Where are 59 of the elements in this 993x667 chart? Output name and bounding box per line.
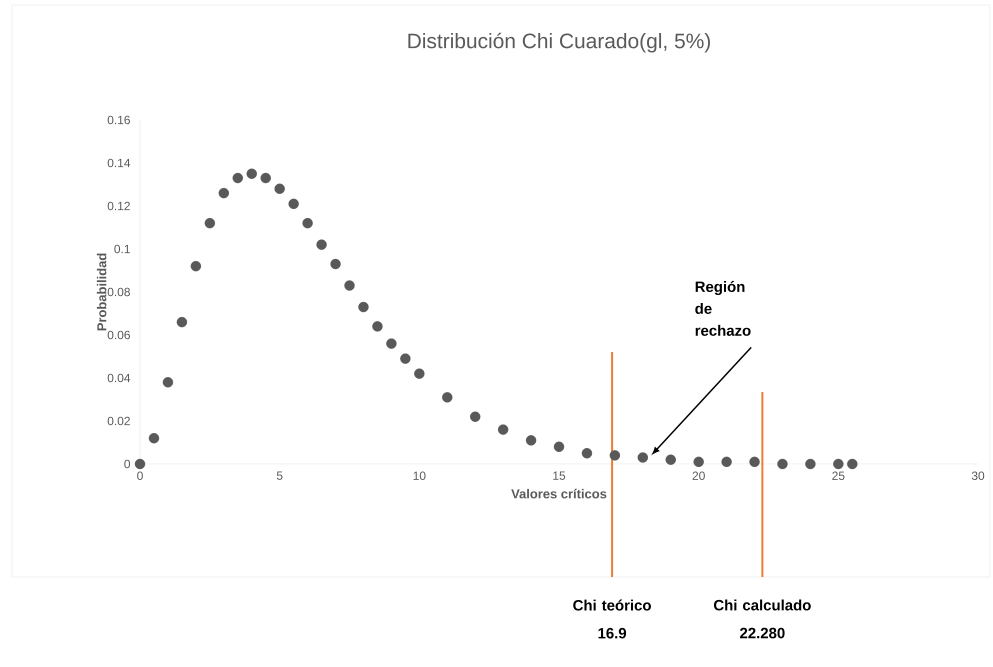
chart-title: Distribución Chi Cuarado(gl, 5%) xyxy=(408,32,710,52)
point xyxy=(610,450,620,461)
y-tick-label: 0.14 xyxy=(108,158,130,168)
point xyxy=(344,280,355,291)
y-tick-label: 0 xyxy=(124,460,130,468)
point xyxy=(246,168,257,179)
y-tick-label: 0.12 xyxy=(108,202,130,210)
x-tick-label: 20 xyxy=(692,472,705,480)
point xyxy=(638,452,648,463)
point xyxy=(470,411,480,422)
x-tick-label: 10 xyxy=(414,472,426,480)
point xyxy=(372,321,383,332)
point xyxy=(316,239,327,250)
point xyxy=(749,456,760,468)
point xyxy=(330,258,341,270)
point xyxy=(721,456,732,468)
x-tick-label: 25 xyxy=(832,472,844,480)
y-tick-label: 0.1 xyxy=(114,244,130,254)
y-tick-label: 0.02 xyxy=(108,416,130,426)
point xyxy=(805,458,816,470)
point xyxy=(498,424,508,435)
point xyxy=(204,218,216,228)
x-tick-label: 30 xyxy=(972,472,984,480)
x-axis-title: Valores críticos xyxy=(511,488,606,498)
point xyxy=(218,188,230,198)
y-tick-label: 0.16 xyxy=(108,116,130,124)
point xyxy=(302,218,313,228)
annotation: Región de rechazo xyxy=(695,280,751,336)
point xyxy=(693,456,704,468)
x-tick-label: 15 xyxy=(553,472,566,480)
point xyxy=(554,442,564,452)
y-tick-label: 0.06 xyxy=(108,330,130,340)
point xyxy=(666,454,676,465)
point xyxy=(833,458,844,470)
ref-line-label: Chi teórico 16.9 xyxy=(573,600,651,638)
ref-line-label: Chi calculado 22.280 xyxy=(714,600,811,638)
point xyxy=(582,448,592,458)
point xyxy=(847,458,858,470)
point xyxy=(260,172,271,184)
point xyxy=(358,302,369,312)
y-tick-label: 0.08 xyxy=(108,288,130,296)
y-axis-title: Probabilidad xyxy=(96,254,106,330)
x-tick-label: 5 xyxy=(276,472,282,480)
point xyxy=(777,458,788,470)
point xyxy=(134,458,146,470)
point xyxy=(288,198,299,210)
x-tick-label: 0 xyxy=(137,472,143,480)
point xyxy=(162,377,174,388)
point xyxy=(148,432,160,444)
point xyxy=(526,435,536,446)
point xyxy=(414,368,425,379)
point xyxy=(176,316,188,328)
point xyxy=(232,172,243,184)
point xyxy=(190,260,202,272)
y-tick-label: 0.04 xyxy=(108,374,130,382)
point xyxy=(400,353,411,364)
point xyxy=(386,338,397,349)
point xyxy=(274,184,285,194)
point xyxy=(442,392,452,403)
